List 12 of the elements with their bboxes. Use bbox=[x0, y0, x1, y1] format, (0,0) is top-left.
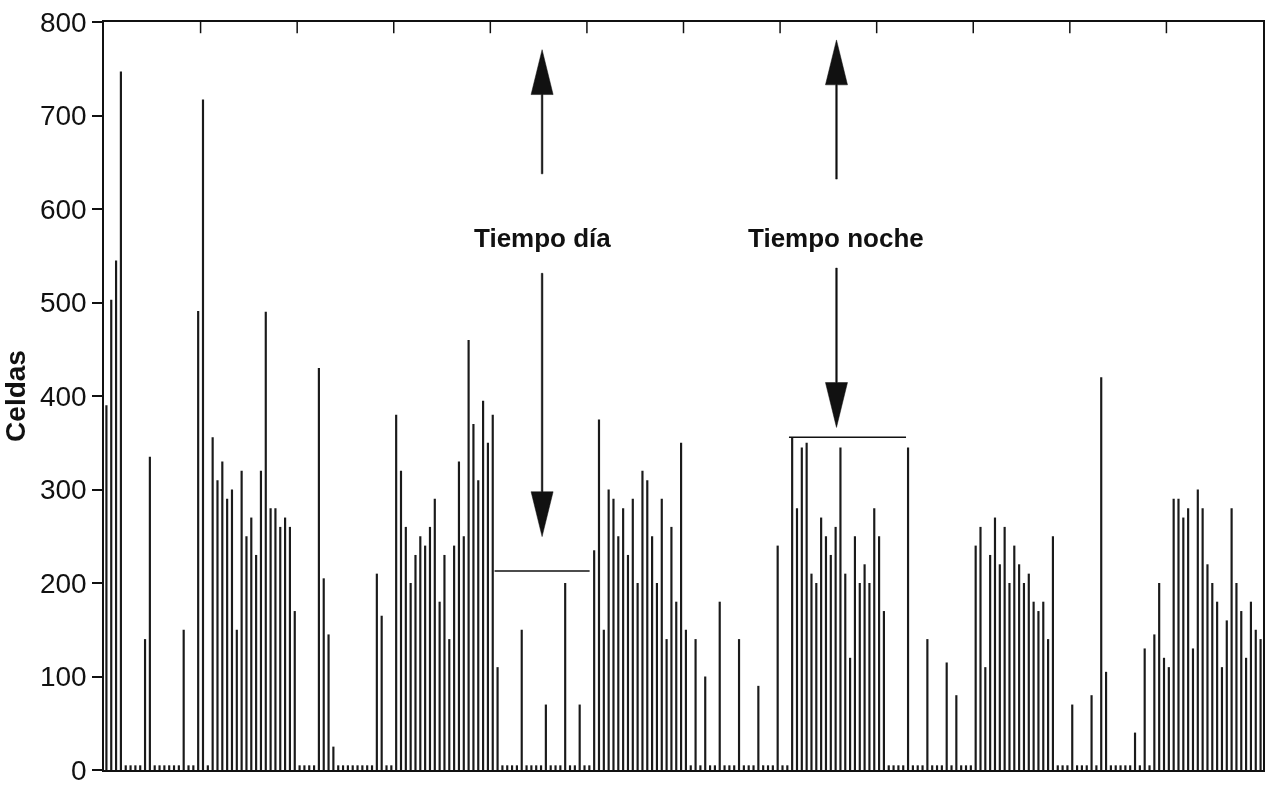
y-tick-label: 300 bbox=[39, 474, 87, 506]
y-tick-label: 200 bbox=[39, 567, 87, 599]
y-tick-label: 400 bbox=[39, 380, 87, 412]
y-axis-title: Celdas bbox=[0, 350, 31, 442]
y-tick-label: 0 bbox=[71, 754, 87, 786]
y-tick-label: 500 bbox=[39, 287, 87, 319]
annotation: Tiempo noche bbox=[748, 223, 924, 253]
y-tick-label: 600 bbox=[39, 193, 87, 225]
y-tick-label: 700 bbox=[39, 100, 87, 132]
y-tick-label: 100 bbox=[39, 661, 87, 693]
y-tick-label: 800 bbox=[39, 6, 87, 38]
annotation: Tiempo día bbox=[474, 223, 612, 253]
